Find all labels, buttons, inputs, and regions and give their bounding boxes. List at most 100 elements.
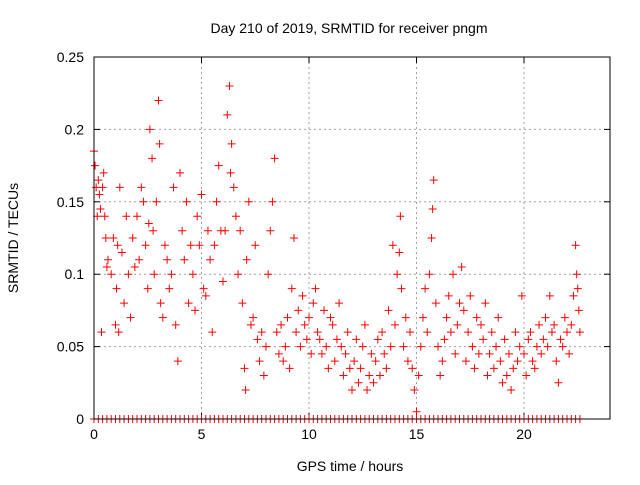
data-point [451, 349, 460, 358]
data-point [173, 357, 182, 366]
y-tick-label: 0 [76, 411, 84, 427]
data-point [100, 212, 109, 221]
data-point [283, 313, 292, 322]
data-point [122, 212, 131, 221]
data-point [498, 378, 507, 387]
data-point [292, 328, 301, 337]
data-point [550, 320, 559, 329]
data-point [150, 270, 159, 279]
data-point [160, 241, 169, 250]
data-point [246, 320, 255, 329]
data-point [208, 328, 217, 337]
data-point [305, 313, 313, 322]
data-point [509, 364, 518, 373]
data-point [155, 139, 164, 148]
data-point [212, 197, 221, 206]
data-point [408, 364, 417, 373]
data-point [130, 262, 139, 271]
data-point [444, 291, 453, 300]
data-point [287, 284, 296, 293]
data-point [520, 349, 528, 358]
data-point [358, 342, 367, 351]
data-point [522, 371, 531, 380]
data-point [528, 357, 537, 366]
data-point [572, 270, 581, 279]
data-point [569, 291, 578, 300]
data-point [464, 328, 473, 337]
data-point [526, 328, 535, 337]
data-point [268, 197, 277, 206]
data-point [537, 349, 546, 358]
data-point [169, 183, 178, 192]
data-point [107, 270, 116, 279]
data-point [98, 183, 107, 192]
data-point [541, 313, 550, 322]
data-point [167, 270, 176, 279]
data-point [148, 154, 157, 163]
data-point [238, 299, 247, 308]
data-point [378, 328, 387, 337]
data-point [341, 349, 350, 358]
data-point [145, 125, 154, 134]
data-point [330, 357, 339, 366]
data-point [96, 205, 105, 214]
data-point [496, 357, 505, 366]
data-point [360, 320, 369, 329]
data-point [425, 270, 434, 279]
data-point [270, 154, 279, 163]
data-point [350, 357, 359, 366]
data-point [188, 270, 197, 279]
data-point [552, 357, 561, 366]
data-point [135, 255, 144, 264]
data-point [137, 183, 146, 192]
data-point [345, 364, 354, 373]
data-point [500, 335, 509, 344]
data-point [461, 357, 470, 366]
x-tick-label: 5 [198, 426, 206, 442]
data-point [279, 357, 288, 366]
data-point [427, 234, 436, 242]
axis-ticks: 0 0.05 0.1 0.15 0.2 0.25 0 5 10 15 20 [57, 49, 610, 442]
data-point [481, 299, 490, 308]
data-point [524, 335, 533, 344]
data-point [324, 364, 333, 373]
y-tick-label: 0.15 [57, 194, 84, 210]
data-point [543, 342, 552, 351]
data-point [573, 284, 582, 293]
x-tick-label: 20 [516, 426, 532, 442]
data-points [90, 81, 584, 423]
data-point [133, 212, 141, 221]
data-point [416, 342, 425, 351]
data-point [367, 349, 376, 358]
data-point [393, 270, 402, 279]
data-point [266, 226, 275, 235]
data-point [477, 320, 485, 329]
data-point [152, 197, 161, 206]
data-point [240, 364, 249, 373]
data-point [567, 320, 576, 329]
data-point [251, 241, 260, 250]
data-point [388, 241, 397, 250]
data-point [446, 328, 455, 337]
data-point [203, 226, 212, 235]
data-point [95, 190, 104, 199]
data-point [354, 378, 363, 387]
data-point [382, 364, 391, 373]
data-point [414, 371, 423, 380]
data-point [109, 234, 118, 242]
data-point [113, 241, 122, 250]
data-point [440, 335, 449, 344]
data-point [502, 371, 511, 380]
data-point [322, 342, 331, 351]
data-point [296, 342, 305, 351]
data-point [223, 110, 232, 119]
data-point [403, 357, 412, 366]
data-point [380, 349, 389, 358]
data-point [487, 328, 496, 337]
data-point [466, 291, 475, 300]
data-point [457, 262, 466, 271]
data-point [158, 313, 167, 322]
data-point [249, 313, 258, 322]
